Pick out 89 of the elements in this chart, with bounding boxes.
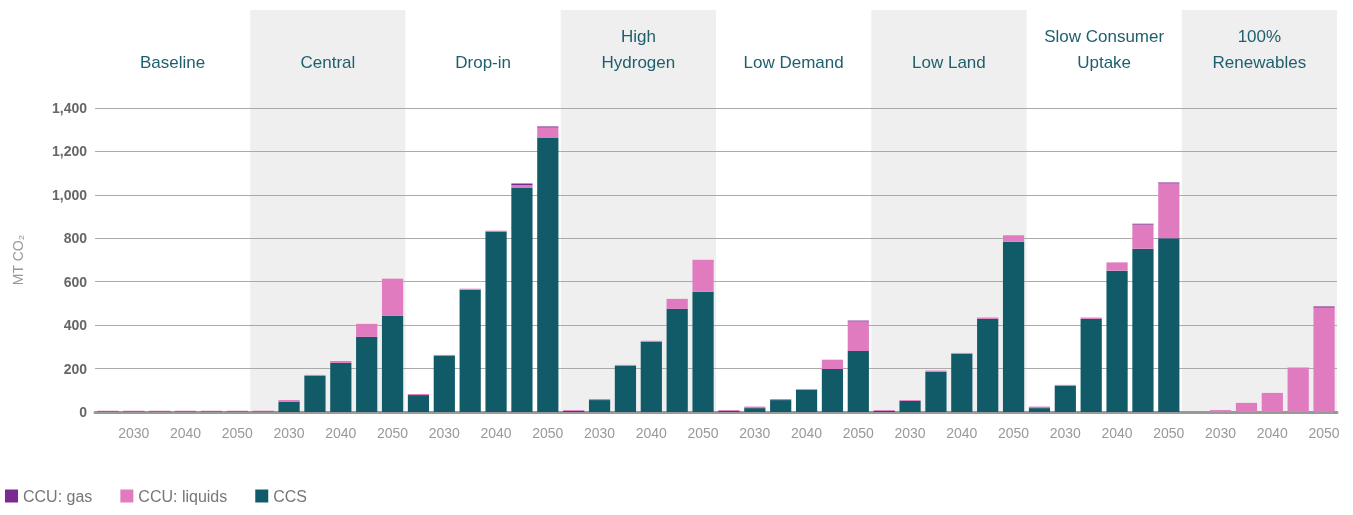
bar [821, 359, 844, 370]
legend-label: CCU: gas [23, 487, 93, 505]
y-tick-label: 200 [63, 360, 88, 377]
bar [1158, 183, 1180, 239]
x-tick-label: 2040 [1101, 425, 1133, 441]
text: Central [300, 52, 356, 72]
bar [1002, 235, 1025, 242]
bar [537, 127, 559, 138]
text: Slow Consumer Uptake [1044, 26, 1165, 72]
x-tick-label: 2050 [997, 425, 1030, 441]
x-tick-label: 2040 [635, 425, 668, 441]
x-tick-label: 2030 [1049, 425, 1082, 441]
x-tick-label: 2030 [583, 425, 616, 441]
bar [1132, 248, 1154, 412]
bar [770, 400, 792, 412]
bar [1002, 241, 1025, 412]
text: High Hydrogen [601, 26, 676, 72]
bar [1158, 238, 1180, 412]
text: Low Land [912, 52, 986, 72]
y-tick-label: 0 [79, 404, 88, 420]
text: Baseline [140, 52, 206, 72]
bar [977, 318, 999, 412]
x-tick-label: 2050 [842, 425, 875, 441]
text: 100% Renewables [1212, 26, 1307, 72]
bar [795, 389, 818, 412]
bar [666, 298, 688, 309]
bar [381, 278, 404, 316]
bar [925, 371, 947, 412]
x-tick-label: 2030 [1204, 425, 1237, 441]
y-tick-label: 1,200 [51, 143, 88, 160]
x-tick-label: 2050 [221, 425, 254, 441]
x-tick-label: 2030 [739, 425, 771, 441]
bar [640, 341, 662, 412]
bar [821, 369, 844, 412]
bar [485, 231, 507, 412]
x-tick-label: 2040 [946, 425, 978, 441]
bar [1106, 262, 1128, 271]
y-tick-label: 600 [63, 273, 88, 290]
bar [356, 336, 378, 412]
bar [1132, 224, 1154, 249]
text: Low Demand [743, 52, 844, 72]
bar [459, 289, 481, 412]
x-tick-label: 2050 [1308, 425, 1340, 441]
bar [951, 353, 973, 412]
bar [407, 395, 430, 412]
bar [899, 400, 921, 412]
bar [588, 400, 611, 412]
bar [692, 291, 714, 412]
x-tick-label: 2040 [1256, 425, 1289, 441]
text: Drop-in [455, 52, 511, 72]
bar [1235, 402, 1258, 412]
bar [433, 355, 455, 412]
x-tick-label: 2040 [480, 425, 512, 441]
y-tick-label: 1,400 [51, 100, 88, 116]
bar [1080, 318, 1102, 412]
x-tick-label: 2040 [790, 425, 823, 441]
bar [278, 401, 300, 412]
x-tick-label: 2050 [376, 425, 409, 441]
bar [1313, 307, 1335, 412]
bar [666, 308, 688, 412]
x-tick-label: 2040 [169, 425, 202, 441]
x-tick-label: 2040 [325, 425, 357, 441]
x-tick-label: 2030 [894, 425, 926, 441]
x-tick-label: 2050 [532, 425, 564, 441]
bar [381, 315, 404, 412]
legend-label: CCU: liquids [138, 487, 228, 505]
x-tick-label: 2050 [687, 425, 719, 441]
x-tick-label: 2050 [1153, 425, 1185, 441]
x-tick-label: 2030 [273, 425, 305, 441]
y-axis-title: MT CO₂ [10, 234, 26, 286]
bar [356, 323, 378, 337]
bar [1106, 270, 1128, 412]
x-tick-label: 2030 [428, 425, 461, 441]
bar [1054, 385, 1076, 412]
bar [537, 137, 559, 412]
bar [511, 187, 533, 412]
bar [1287, 367, 1309, 412]
bar [304, 375, 326, 412]
y-tick-label: 800 [63, 230, 88, 247]
bar [847, 350, 869, 412]
bar [692, 259, 714, 292]
bar [614, 365, 637, 412]
bar [1261, 392, 1283, 412]
y-tick-label: 1,000 [51, 186, 88, 203]
bar [847, 321, 869, 351]
x-tick-label: 2030 [118, 425, 150, 441]
y-tick-label: 400 [63, 317, 88, 334]
bar [330, 362, 352, 412]
legend-label: CCS [273, 487, 308, 505]
